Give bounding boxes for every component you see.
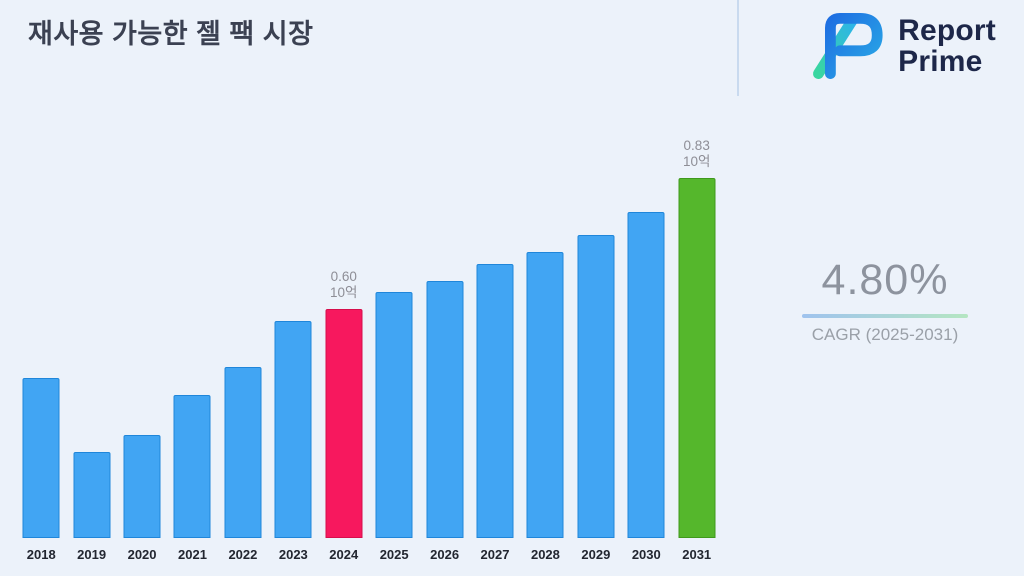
x-tick-label-2026: 2026 [430,547,460,562]
bar-group-2021: 2021 [167,126,217,564]
x-tick-label-2020: 2020 [127,547,157,562]
bar-group-2026: 2026 [419,126,469,564]
bar-2021 [173,395,211,538]
bar-group-2028: 2028 [520,126,570,564]
x-tick-label-2023: 2023 [278,547,308,562]
brand-name-line2: Prime [898,45,983,78]
bar-2028 [526,252,564,538]
bar-group-2022: 2022 [218,126,268,564]
bar-group-2023: 2023 [268,126,318,564]
x-tick-label-2021: 2021 [178,547,207,562]
x-tick-label-2025: 2025 [379,547,409,562]
bar-group-2030: 2030 [621,126,671,564]
x-tick-label-2029: 2029 [581,547,611,562]
brand-logo: Report Prime [804,8,996,84]
bar-2030 [627,212,665,538]
bar-group-2024: 0.60 10억 2024 [319,126,369,564]
bar-value-label-2024: 0.60 10억 [330,269,358,300]
bar-group-2031: 0.83 10억 2031 [671,126,721,564]
x-tick-label-2027: 2027 [480,547,510,562]
x-tick-label-2031: 2031 [682,547,712,562]
bar-group-2018: 2018 [16,126,66,564]
bar-group-2019: 2019 [66,126,116,564]
bar-group-2020: 2020 [117,126,167,564]
x-tick-label-2030: 2030 [631,547,661,562]
bar-2023 [274,321,312,538]
bar-group-2029: 2029 [571,126,621,564]
cagr-underline [802,314,968,318]
header-divider [737,0,739,96]
bar-2031 [678,178,716,538]
bar-group-2027: 2027 [470,126,520,564]
cagr-value: 4.80% [821,256,949,304]
bar-2020 [123,435,161,538]
bar-group-2025: 2025 [369,126,419,564]
bar-2018 [22,378,60,538]
cagr-block: 4.80% CAGR (2025-2031) [800,256,970,345]
brand-name-line1: Report [898,14,996,47]
x-tick-label-2018: 2018 [26,547,56,562]
brand-name: Report Prime [898,15,996,77]
page-title: 재사용 가능한 젤 팩 시장 [28,19,314,49]
bar-2027 [476,264,514,538]
cagr-label: CAGR (2025-2031) [811,325,959,344]
bar-2019 [73,452,111,538]
bar-2025 [375,292,413,538]
bar-2029 [577,235,615,538]
x-tick-label-2022: 2022 [228,547,258,562]
x-tick-label-2028: 2028 [530,547,560,562]
bar-2024 [325,309,363,538]
bar-2022 [224,367,262,538]
x-tick-label-2019: 2019 [77,547,107,562]
report-prime-logo-icon [813,13,883,79]
bar-chart: 2018 2019 2020 2021 2022 2023 0.60 10억 2024 2025 2… [16,126,722,564]
bar-value-label-2031: 0.83 10억 [682,138,711,169]
x-tick-label-2024: 2024 [329,547,359,562]
bar-2026 [426,281,464,538]
